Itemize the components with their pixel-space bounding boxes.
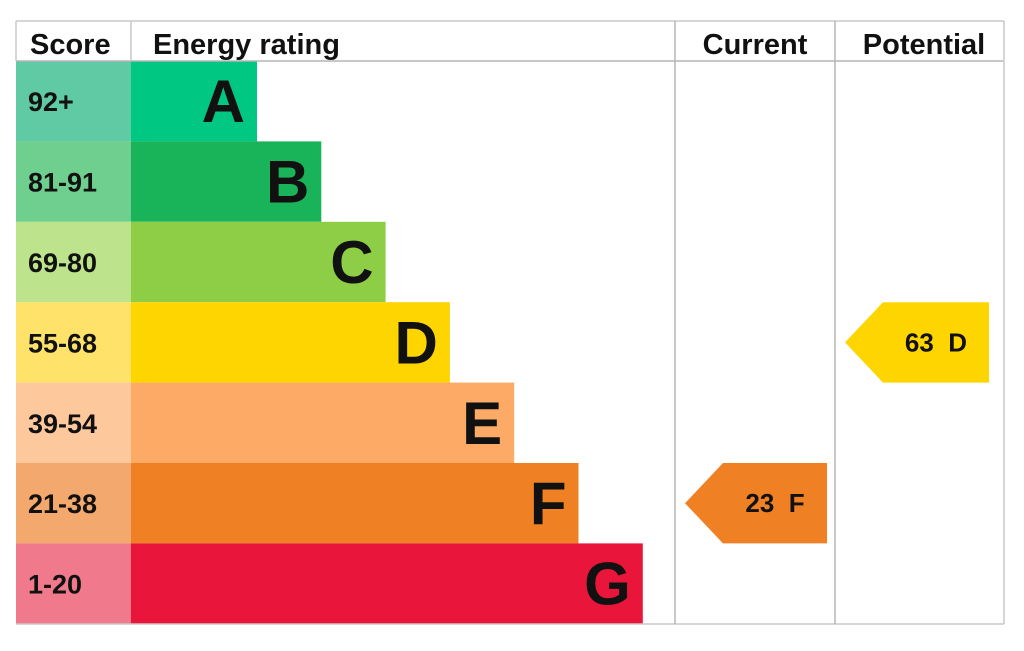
potential-arrow bbox=[845, 302, 989, 383]
score-header: Score bbox=[30, 29, 111, 61]
band-bar-g bbox=[131, 543, 643, 624]
current-header: Current bbox=[703, 29, 808, 61]
score-range-e: 39-54 bbox=[28, 409, 97, 439]
score-range-a: 92+ bbox=[28, 87, 74, 117]
score-cell-g bbox=[16, 543, 131, 624]
score-cell-f bbox=[16, 463, 131, 544]
band-letter-c: C bbox=[330, 229, 373, 296]
score-range-d: 55-68 bbox=[28, 328, 97, 358]
energy-rating-header: Energy rating bbox=[153, 29, 340, 61]
potential-header: Potential bbox=[863, 29, 985, 61]
band-letter-f: F bbox=[530, 470, 567, 537]
score-cell-e bbox=[16, 382, 131, 463]
rating-bands: 92+ A 81-91 B 69-80 C 55-68 D 39-54 E 21-38 F 1-20 G bbox=[16, 61, 643, 624]
rating-indicators: 23 F 63 D bbox=[685, 302, 989, 544]
band-bar-b bbox=[131, 141, 322, 222]
potential-rating-label: 63 D bbox=[905, 327, 967, 357]
band-letter-a: A bbox=[202, 68, 245, 135]
score-cell-d bbox=[16, 302, 131, 383]
band-bar-f bbox=[131, 463, 579, 544]
band-letter-e: E bbox=[462, 390, 502, 457]
score-range-b: 81-91 bbox=[28, 168, 97, 198]
band-bar-a bbox=[131, 61, 257, 142]
band-bar-c bbox=[131, 221, 386, 303]
band-letter-d: D bbox=[395, 309, 438, 376]
band-letter-b: B bbox=[266, 149, 309, 216]
score-cell-a bbox=[16, 61, 131, 142]
header-row: Score Energy rating Current Potential bbox=[30, 29, 985, 61]
score-cell-c bbox=[16, 221, 131, 303]
score-range-g: 1-20 bbox=[28, 570, 82, 600]
band-bar-d bbox=[131, 302, 450, 383]
current-rating-label: 23 F bbox=[745, 488, 804, 518]
current-arrow bbox=[685, 463, 827, 544]
band-letter-g: G bbox=[584, 551, 631, 618]
band-bar-e bbox=[131, 382, 515, 463]
score-range-f: 21-38 bbox=[28, 489, 97, 519]
score-cell-b bbox=[16, 141, 131, 222]
score-range-c: 69-80 bbox=[28, 248, 97, 278]
table-frame bbox=[15, 20, 1005, 625]
